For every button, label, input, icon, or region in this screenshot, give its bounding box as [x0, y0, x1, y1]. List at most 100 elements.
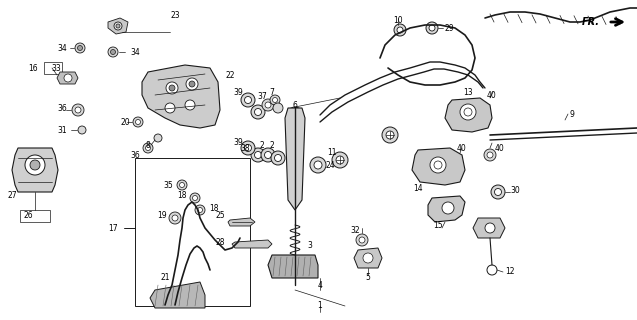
Text: 25: 25 — [215, 211, 225, 220]
Text: 7: 7 — [269, 87, 275, 97]
Circle shape — [75, 43, 85, 53]
Circle shape — [429, 25, 435, 31]
Circle shape — [363, 253, 373, 263]
Circle shape — [442, 202, 454, 214]
Polygon shape — [445, 98, 492, 132]
Circle shape — [169, 85, 175, 91]
Circle shape — [185, 100, 195, 110]
Circle shape — [245, 145, 252, 151]
Circle shape — [487, 152, 493, 158]
Text: 24: 24 — [325, 161, 335, 170]
Polygon shape — [108, 18, 128, 34]
Polygon shape — [412, 148, 465, 185]
Text: 17: 17 — [108, 223, 118, 233]
Circle shape — [336, 156, 344, 164]
Circle shape — [426, 22, 438, 34]
Circle shape — [394, 24, 406, 36]
Text: 8: 8 — [146, 140, 150, 149]
Circle shape — [273, 103, 283, 113]
Text: 5: 5 — [366, 274, 371, 283]
Circle shape — [241, 141, 255, 155]
Text: 35: 35 — [163, 180, 173, 189]
Circle shape — [25, 155, 45, 175]
Circle shape — [484, 149, 496, 161]
Text: 32: 32 — [350, 226, 360, 235]
Text: 23: 23 — [170, 11, 180, 20]
Circle shape — [186, 78, 198, 90]
Text: 36: 36 — [130, 150, 140, 159]
Text: 6: 6 — [292, 100, 297, 109]
Circle shape — [172, 215, 178, 221]
Circle shape — [291, 111, 299, 119]
Text: 29: 29 — [445, 23, 455, 33]
Circle shape — [116, 24, 120, 28]
Text: 30: 30 — [510, 186, 520, 195]
Polygon shape — [142, 65, 220, 128]
Polygon shape — [354, 248, 382, 268]
Text: FR.: FR. — [582, 17, 600, 27]
Polygon shape — [150, 282, 205, 308]
Circle shape — [136, 119, 141, 124]
Circle shape — [485, 223, 495, 233]
Circle shape — [332, 152, 348, 168]
Text: 40: 40 — [495, 143, 505, 153]
Text: 16: 16 — [29, 63, 38, 73]
Circle shape — [265, 102, 271, 108]
Circle shape — [434, 161, 442, 169]
Text: 10: 10 — [393, 15, 403, 25]
Circle shape — [261, 148, 275, 162]
Polygon shape — [12, 148, 58, 192]
Text: 9: 9 — [569, 109, 575, 118]
Polygon shape — [473, 218, 505, 238]
Text: 4: 4 — [318, 281, 322, 290]
Circle shape — [386, 131, 394, 139]
Text: 40: 40 — [457, 143, 467, 153]
Polygon shape — [428, 196, 465, 222]
Text: 34: 34 — [130, 47, 140, 57]
Polygon shape — [57, 72, 78, 84]
Circle shape — [133, 117, 143, 127]
Text: 2: 2 — [260, 140, 264, 149]
Polygon shape — [268, 255, 318, 278]
Text: 19: 19 — [157, 211, 167, 220]
Circle shape — [108, 47, 118, 57]
Circle shape — [165, 103, 175, 113]
Circle shape — [255, 151, 262, 158]
Circle shape — [255, 108, 262, 116]
Text: 34: 34 — [57, 44, 67, 52]
Text: 2: 2 — [269, 140, 275, 149]
Bar — [20, 210, 50, 222]
Text: 20: 20 — [120, 117, 130, 126]
Circle shape — [464, 108, 472, 116]
Circle shape — [166, 82, 178, 94]
Text: 39: 39 — [233, 87, 243, 97]
Circle shape — [145, 146, 150, 150]
Text: 28: 28 — [215, 237, 225, 246]
Circle shape — [195, 205, 205, 215]
Circle shape — [359, 237, 365, 243]
Text: 27: 27 — [8, 190, 18, 199]
Circle shape — [273, 98, 278, 102]
Circle shape — [192, 196, 197, 201]
Circle shape — [180, 182, 185, 188]
Circle shape — [190, 193, 200, 203]
Circle shape — [271, 151, 285, 165]
Circle shape — [177, 180, 187, 190]
Circle shape — [143, 143, 153, 153]
Circle shape — [487, 265, 497, 275]
Text: 37: 37 — [257, 92, 267, 100]
Bar — [135, 158, 250, 306]
Text: 40: 40 — [487, 91, 497, 100]
Circle shape — [310, 157, 326, 173]
Text: 38: 38 — [240, 143, 250, 153]
Text: 33: 33 — [51, 63, 61, 73]
Text: 15: 15 — [433, 220, 443, 229]
Bar — [44, 62, 62, 74]
Text: 11: 11 — [327, 148, 337, 156]
Circle shape — [75, 107, 81, 113]
Circle shape — [241, 93, 255, 107]
Circle shape — [154, 134, 162, 142]
Circle shape — [114, 22, 122, 30]
Polygon shape — [285, 108, 305, 210]
Text: 22: 22 — [226, 70, 236, 79]
